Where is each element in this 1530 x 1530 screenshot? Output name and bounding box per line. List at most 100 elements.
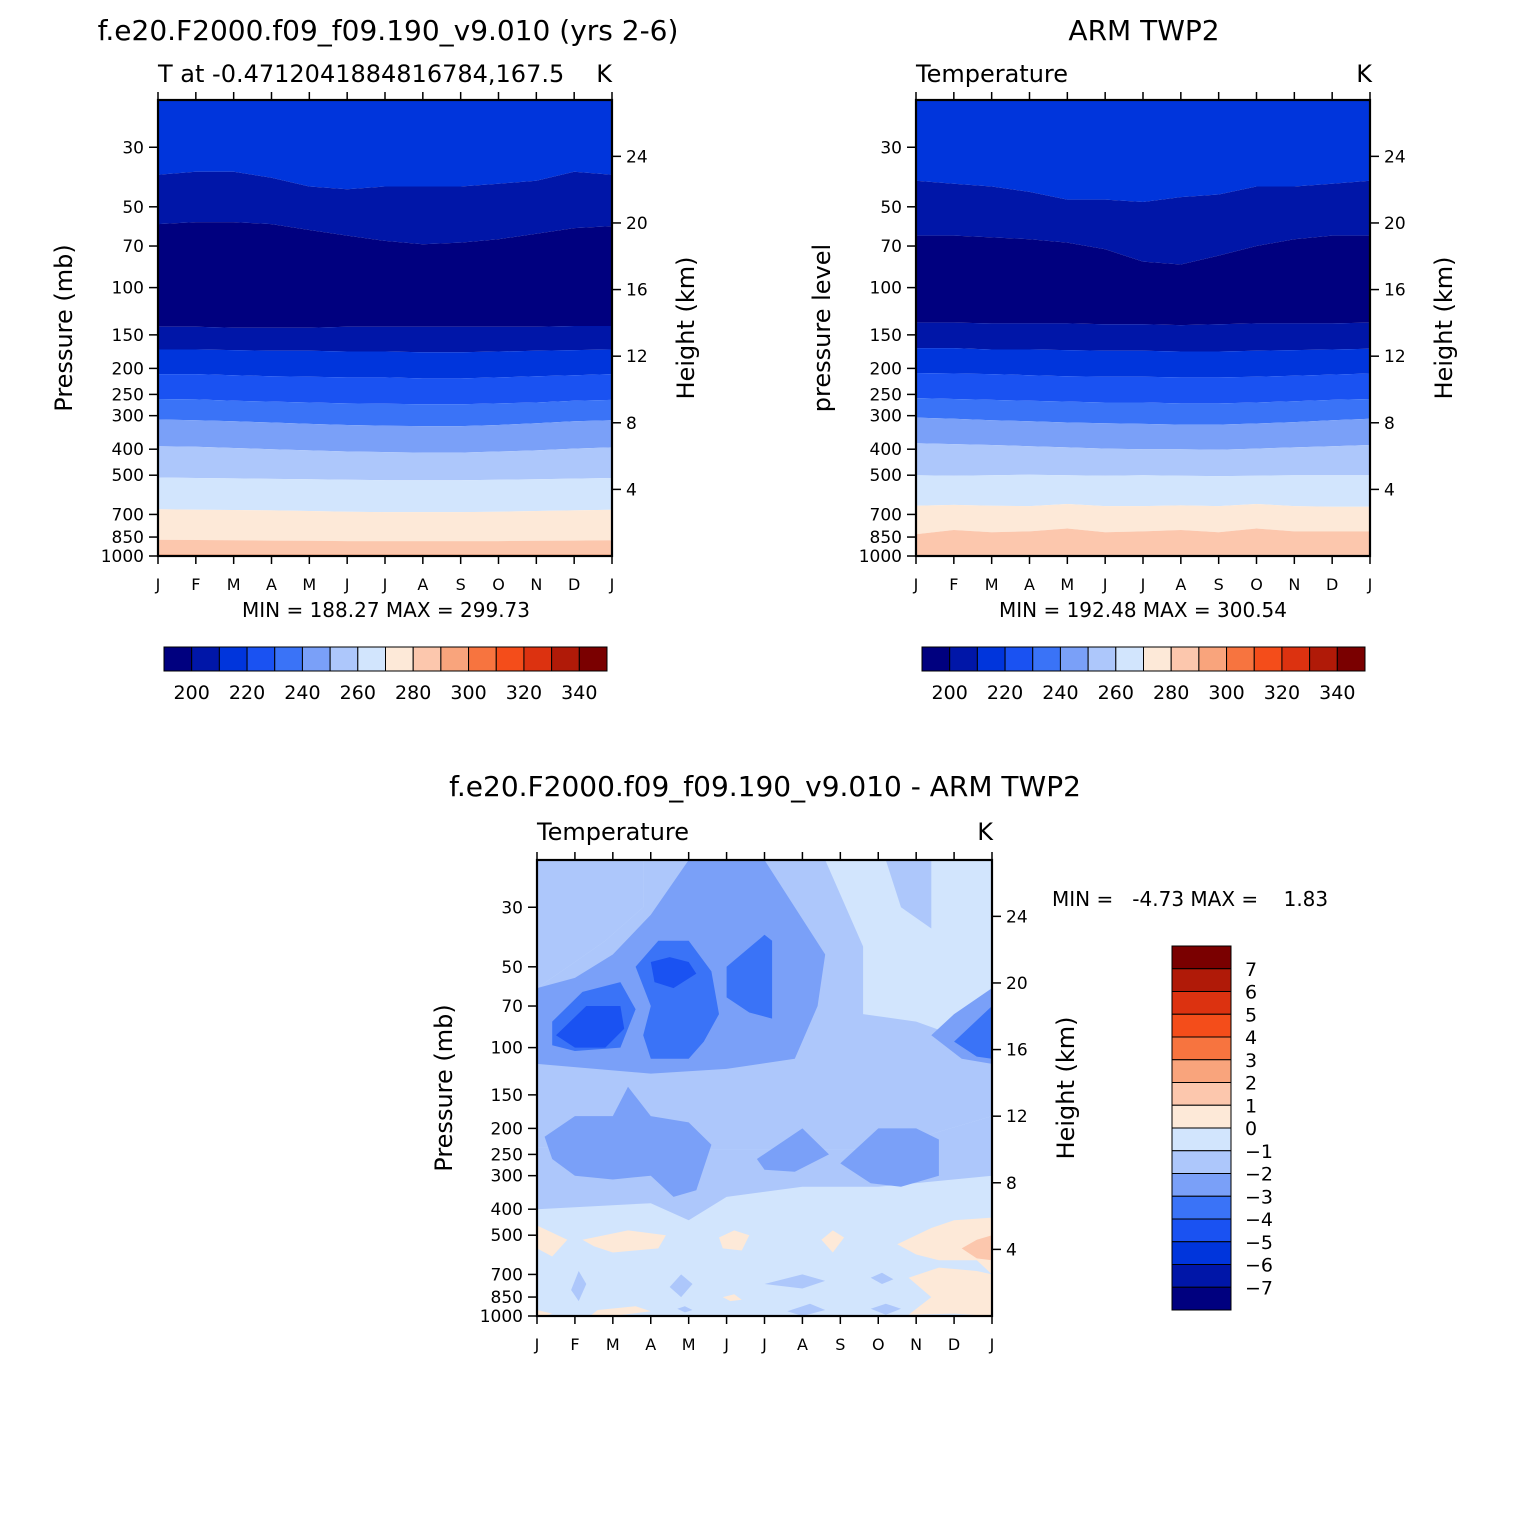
colorbar-box — [1171, 991, 1232, 1015]
colorbar-label: 0 — [1245, 1118, 1257, 1140]
contour-band — [158, 399, 612, 427]
x-tick-label: A — [1175, 575, 1186, 594]
x-tick-label: F — [191, 575, 200, 594]
contour-region — [582, 1230, 666, 1253]
right-tick-label: 16 — [1006, 1041, 1028, 1061]
y-tick-label: 850 — [870, 528, 902, 548]
y-tick-label: 700 — [870, 505, 902, 525]
y-tick-label: 1000 — [859, 547, 902, 567]
contour-region — [897, 1217, 992, 1275]
y-tick-label: 700 — [112, 505, 144, 525]
contour-region — [571, 1271, 587, 1302]
panel-diff-subtitle: Temperature — [536, 818, 689, 846]
contour-band — [158, 171, 612, 245]
contour-band — [916, 322, 1370, 352]
colorbar-box — [976, 646, 1006, 672]
panel-obs-subtitle: Temperature — [915, 60, 1068, 88]
panel-model-units: K — [596, 60, 613, 88]
x-tick-label: J — [344, 575, 350, 594]
right-tick-label: 4 — [1006, 1240, 1017, 1260]
x-tick-label: O — [492, 575, 505, 594]
panel-model-subtitle: T at -0.4712041884816784,167.5 — [157, 60, 564, 88]
x-tick-label: J — [382, 575, 388, 594]
colorbar-box — [1171, 945, 1232, 970]
colorbar-box — [1171, 1036, 1232, 1061]
y-tick-label: 850 — [491, 1288, 523, 1308]
contour-region — [821, 1230, 845, 1253]
contour-region — [669, 1274, 693, 1298]
colorbar-label: 240 — [284, 682, 320, 704]
colorbar-box — [385, 646, 414, 672]
x-tick-label: J — [534, 1335, 540, 1354]
contour-band — [916, 528, 1370, 556]
contour-band — [916, 100, 1370, 202]
y-tick-label: 500 — [491, 1226, 523, 1246]
x-tick-label: M — [606, 1335, 620, 1354]
x-tick-label: N — [1288, 575, 1300, 594]
panel-diff-units: K — [977, 818, 994, 846]
contour-band — [916, 474, 1370, 507]
x-tick-label: M — [302, 575, 316, 594]
colorbar-box — [1171, 1013, 1232, 1038]
colorbar-box — [1171, 1104, 1232, 1129]
x-tick-label: M — [985, 575, 999, 594]
x-tick-label: M — [227, 575, 241, 594]
colorbar-box — [412, 646, 442, 672]
colorbar-box — [1171, 1173, 1232, 1197]
right-tick-label: 8 — [1384, 414, 1395, 434]
y-tick-label: 700 — [491, 1265, 523, 1285]
right-tick-label: 8 — [1006, 1174, 1017, 1194]
colorbar-box — [578, 646, 608, 672]
y-tick-label: 100 — [112, 279, 144, 299]
colorbar-box — [1171, 1218, 1232, 1243]
colorbar-box — [329, 646, 359, 672]
contour-band — [158, 349, 612, 379]
colorbar-label: 6 — [1245, 982, 1257, 1004]
y-tick-label: 100 — [491, 1039, 523, 1059]
y-tick-label: 100 — [870, 279, 902, 299]
panel-model-ylabel: Pressure (mb) — [50, 244, 78, 411]
right-tick-label: 4 — [626, 480, 637, 500]
contour-band — [158, 100, 612, 190]
right-tick-label: 8 — [626, 414, 637, 434]
y-tick-label: 300 — [870, 407, 902, 427]
colorbar-label: −4 — [1245, 1209, 1273, 1231]
colorbar-label: 340 — [561, 682, 597, 704]
y-tick-label: 50 — [880, 198, 902, 218]
contour-band — [158, 446, 612, 481]
x-tick-label: S — [1214, 575, 1224, 594]
y-tick-label: 200 — [112, 359, 144, 379]
colorbar-label: 260 — [1098, 682, 1134, 704]
colorbar-box — [1171, 1241, 1232, 1265]
right-tick-label: 12 — [1384, 347, 1406, 367]
x-tick-label: A — [1024, 575, 1035, 594]
colorbar-label: 4 — [1245, 1027, 1257, 1049]
y-tick-label: 250 — [112, 385, 144, 405]
contour-band — [916, 504, 1370, 535]
colorbar-box — [1171, 1150, 1232, 1174]
colorbar-label: 220 — [987, 682, 1023, 704]
contour-region — [537, 1310, 553, 1316]
x-tick-label: F — [949, 575, 958, 594]
colorbar-label: 260 — [340, 682, 376, 704]
contour-band — [916, 443, 1370, 477]
right-tick-label: 24 — [1384, 147, 1406, 167]
y-tick-label: 250 — [870, 385, 902, 405]
panel-obs-stats: MIN = 192.48 MAX = 300.54 — [999, 598, 1287, 622]
contour-band — [916, 398, 1370, 425]
contour-band — [158, 477, 612, 513]
colorbar-label: 5 — [1245, 1004, 1257, 1026]
colorbar-box — [1171, 1286, 1232, 1311]
colorbar-box — [1226, 646, 1255, 672]
y-tick-label: 150 — [112, 326, 144, 346]
colorbar-label: 280 — [395, 682, 431, 704]
colorbar-label: −1 — [1245, 1141, 1273, 1163]
y-tick-label: 400 — [491, 1200, 523, 1220]
colorbar-box — [1198, 646, 1228, 672]
colorbar-label: 2 — [1245, 1073, 1257, 1095]
colorbar-box — [1171, 1195, 1232, 1220]
colorbar-box — [1171, 1264, 1232, 1288]
colorbar-box — [301, 646, 331, 672]
